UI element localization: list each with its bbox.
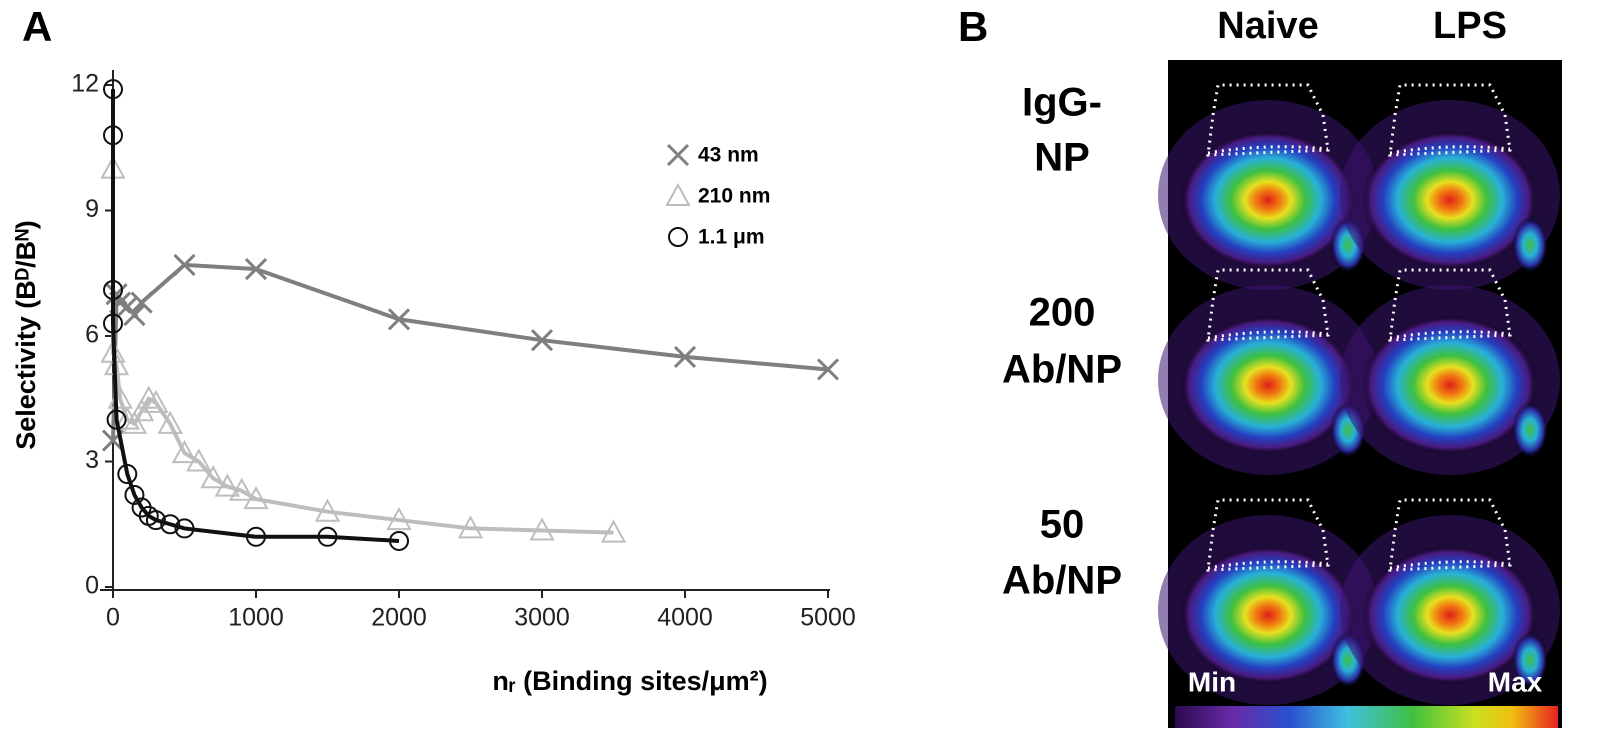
marker-x (244, 258, 268, 281)
row-label: 50 (1040, 503, 1085, 547)
marker-triangle (600, 519, 627, 543)
marker-triangle (200, 465, 226, 489)
marker-triangle (186, 448, 212, 472)
panel-label: B (958, 3, 988, 50)
marker-circle (103, 125, 123, 146)
colorbar (1175, 706, 1558, 728)
marker-x (666, 143, 690, 167)
marker-circle (117, 464, 138, 485)
y-tick-label: 12 (71, 70, 99, 98)
row-label: 200 (1029, 291, 1096, 335)
marker-x (816, 358, 840, 381)
colorbar-label: Max (1488, 666, 1543, 697)
y-axis-label: Selectivity (Bᴰ/Bᴺ) (11, 220, 41, 450)
marker-x (387, 308, 411, 331)
marker-circle (668, 227, 688, 247)
marker-circle (174, 518, 195, 539)
x-axis-label: nᵣ (Binding sites/μm²) (492, 666, 767, 696)
legend-label: 1.1 μm (698, 226, 765, 249)
marker-triangle (457, 515, 484, 539)
marker-triangle (143, 389, 169, 413)
marker-triangle (529, 517, 555, 541)
marker-triangle (665, 182, 691, 206)
marker-circle (124, 484, 145, 505)
marker-triangle (386, 506, 412, 531)
x-tick-label: 5000 (800, 604, 856, 632)
marker-x (673, 345, 697, 368)
x-tick-label: 3000 (514, 604, 570, 632)
marker-circle (389, 530, 409, 551)
x-tick-label: 2000 (371, 604, 427, 632)
marker-triangle (243, 486, 269, 510)
x-tick-label: 0 (106, 604, 120, 632)
marker-x (130, 291, 153, 314)
marker-circle (317, 526, 338, 547)
marker-x (530, 329, 554, 352)
legend-label: 210 nm (698, 185, 770, 208)
marker-triangle (171, 440, 198, 464)
panel-label: A (22, 3, 52, 50)
marker-triangle (128, 398, 155, 422)
marker-triangle (314, 498, 341, 522)
marker-triangle (121, 410, 148, 434)
y-tick-label: 6 (85, 321, 99, 349)
marker-triangle (229, 477, 255, 501)
marker-circle (106, 409, 127, 430)
y-tick-label: 0 (85, 572, 99, 600)
chart: nᵣ (Binding sites/μm²) Selectivity (Bᴰ/B… (11, 70, 856, 697)
row-label: IgG- (1022, 81, 1102, 125)
colorbar-label: Min (1188, 666, 1236, 697)
marker-circle (246, 526, 266, 547)
column-label: Naive (1217, 5, 1318, 47)
x-tick-label: 4000 (657, 604, 713, 632)
marker-triangle (114, 406, 140, 430)
marker-x (123, 304, 146, 327)
image-panel: Naive LPS IgG- NP 200 Ab/NP 50 Ab/NP Min… (1002, 5, 1562, 728)
column-label: LPS (1433, 5, 1507, 47)
marker-triangle (214, 473, 241, 497)
row-label: Ab/NP (1002, 559, 1122, 603)
marker-circle (160, 514, 181, 535)
marker-x (173, 253, 196, 276)
marker-circle (103, 313, 123, 334)
x-tick-label: 1000 (228, 604, 284, 632)
row-label: NP (1034, 136, 1090, 180)
series-line (111, 89, 400, 543)
row-label: Ab/NP (1002, 348, 1122, 392)
marker-circle (103, 279, 123, 300)
y-tick-label: 9 (85, 195, 99, 223)
marker-circle (103, 79, 123, 100)
marker-triangle (157, 410, 183, 434)
marker-triangle (136, 385, 162, 409)
marker-circle (145, 510, 166, 531)
series-line (111, 168, 614, 535)
y-tick-label: 3 (85, 446, 99, 474)
series-line (111, 262, 829, 441)
legend-label: 43 nm (698, 144, 759, 167)
